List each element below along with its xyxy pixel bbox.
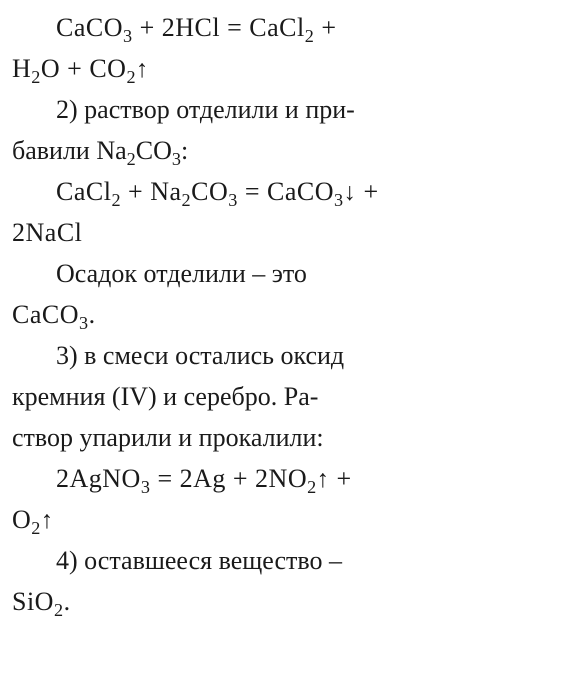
body-text: Осадок отделили – это xyxy=(56,259,307,288)
step-3-text-line1: 3) в смеси остались оксид xyxy=(12,336,568,375)
body-text: 2) раствор отделили и при- xyxy=(56,95,355,124)
subscript: 3 xyxy=(172,149,181,169)
chemistry-text-block: CaCO3 + 2HCl = CaCl2 + H2O + CO2 2) раст… xyxy=(12,8,568,621)
equation-1-line2: H2O + CO2 xyxy=(12,49,568,88)
formula-text: + 2HCl = CaCl xyxy=(133,13,305,42)
equation-1-line1: CaCO3 + 2HCl = CaCl2 + xyxy=(12,8,568,47)
subscript: 3 xyxy=(79,313,89,333)
subscript: 2 xyxy=(182,190,192,210)
formula-text: + Na xyxy=(121,177,181,206)
subscript: 2 xyxy=(305,26,315,46)
subscript: 2 xyxy=(31,518,41,538)
subscript: 3 xyxy=(123,26,133,46)
subscript: 2 xyxy=(127,149,136,169)
subscript: 3 xyxy=(228,190,238,210)
body-text: бавили Na xyxy=(12,136,127,165)
equation-3-line1: 2AgNO3 = 2Ag + 2NO2 + xyxy=(12,459,568,498)
formula-text: = CaCO xyxy=(238,177,334,206)
subscript: 2 xyxy=(31,67,41,87)
subscript: 2 xyxy=(111,190,121,210)
subscript: 2 xyxy=(307,477,317,497)
formula-text: CaCO xyxy=(12,300,79,329)
sediment-text-line1: Осадок отделили – это xyxy=(12,254,568,293)
formula-text: + xyxy=(314,13,336,42)
body-text: кремния (IV) и серебро. Ра- xyxy=(12,382,318,411)
subscript: 2 xyxy=(54,600,64,620)
formula-text: H xyxy=(12,54,31,83)
precipitate-arrow-icon xyxy=(344,177,357,206)
formula-text: CaCl xyxy=(56,177,111,206)
subscript: 3 xyxy=(334,190,344,210)
formula-text: O + CO xyxy=(41,54,127,83)
step-2-text-line2: бавили Na2CO3: xyxy=(12,131,568,170)
formula-text: CO xyxy=(191,177,228,206)
body-text: CO xyxy=(136,136,172,165)
subscript: 3 xyxy=(141,477,151,497)
formula-text: 2AgNO xyxy=(56,464,141,493)
formula-text: + xyxy=(330,464,352,493)
body-text: : xyxy=(181,136,188,165)
formula-text: = 2Ag + 2NO xyxy=(150,464,307,493)
step-3-text-line2: кремния (IV) и серебро. Ра- xyxy=(12,377,568,416)
step-4-text-line1: 4) оставшееся вещество – xyxy=(12,541,568,580)
gas-arrow-icon xyxy=(41,505,54,534)
equation-3-line2: O2 xyxy=(12,500,568,539)
sediment-text-line2: CaCO3. xyxy=(12,295,568,334)
body-text: 3) в смеси остались оксид xyxy=(56,341,344,370)
formula-text: CaCO xyxy=(56,13,123,42)
step-2-text-line1: 2) раствор отделили и при- xyxy=(12,90,568,129)
formula-text: O xyxy=(12,505,31,534)
body-text: 4) оставшееся вещество – xyxy=(56,546,342,575)
gas-arrow-icon xyxy=(317,464,330,493)
body-text: . xyxy=(89,300,96,329)
step-4-text-line2: SiO2. xyxy=(12,582,568,621)
formula-text: SiO xyxy=(12,587,54,616)
body-text: створ упарили и прокалили: xyxy=(12,423,324,452)
step-3-text-line3: створ упарили и прокалили: xyxy=(12,418,568,457)
equation-2-line2: 2NaCl xyxy=(12,213,568,252)
formula-text: + xyxy=(356,177,378,206)
equation-2-line1: CaCl2 + Na2CO3 = CaCO3 + xyxy=(12,172,568,211)
gas-arrow-icon xyxy=(136,54,149,83)
formula-text: 2NaCl xyxy=(12,218,82,247)
body-text: . xyxy=(64,587,71,616)
subscript: 2 xyxy=(126,67,136,87)
